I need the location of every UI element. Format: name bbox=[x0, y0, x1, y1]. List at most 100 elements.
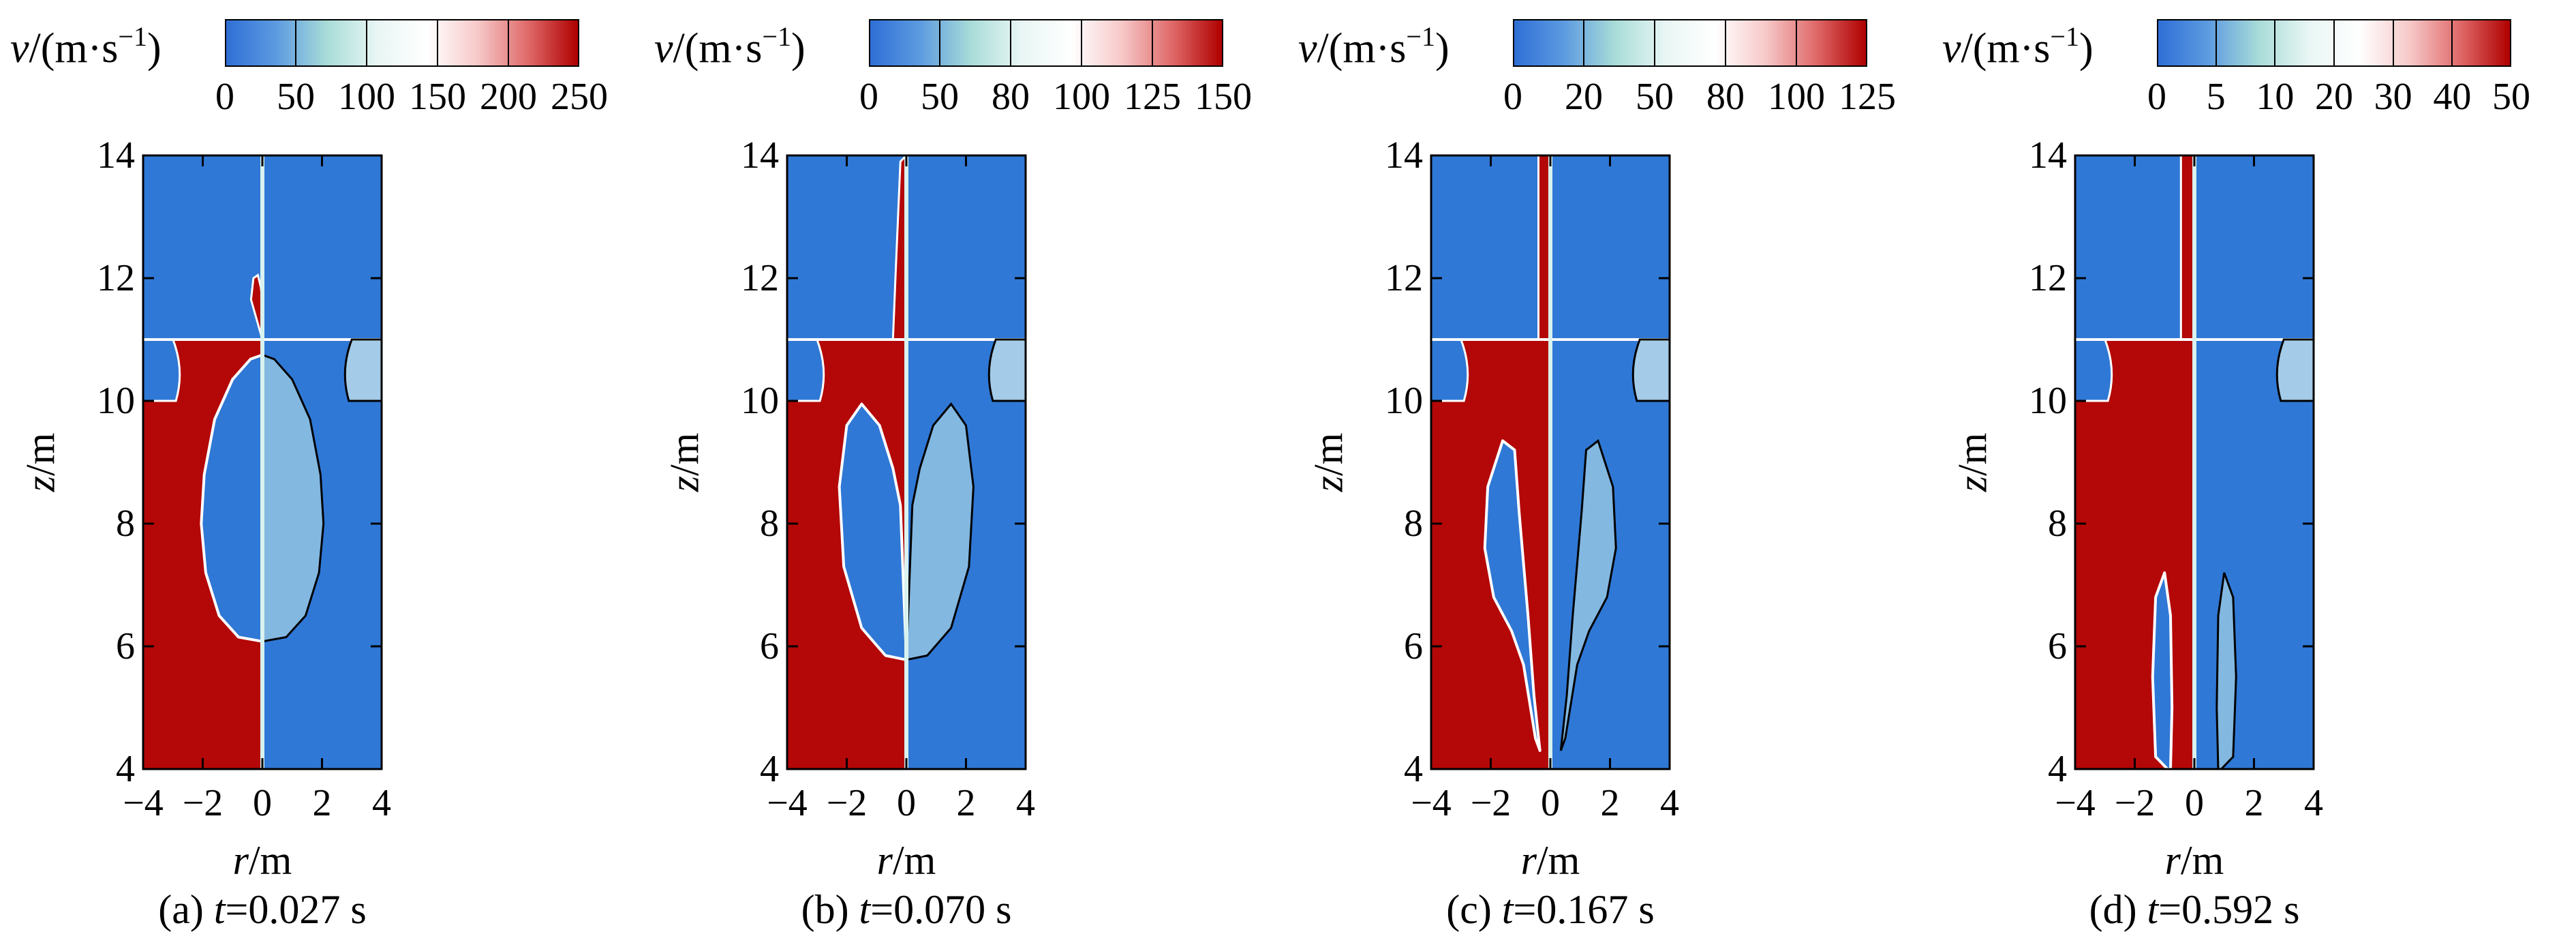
x-axis-var: r bbox=[2164, 838, 2181, 883]
colorbar-tick-label: 80 bbox=[1706, 76, 1745, 118]
caption-prefix: (b) bbox=[801, 887, 859, 932]
x-tick-label: 4 bbox=[1660, 782, 1679, 824]
velocity-field-right bbox=[2194, 155, 2314, 769]
shelf-flow-right bbox=[987, 338, 1026, 402]
x-tick-label: −4 bbox=[767, 782, 808, 824]
y-tick-label: 8 bbox=[116, 502, 135, 545]
y-tick-label: 14 bbox=[1385, 134, 1423, 177]
y-axis-var: z bbox=[662, 475, 707, 492]
x-axis-unit: /m bbox=[249, 838, 292, 883]
y-tick-label: 10 bbox=[1385, 380, 1423, 422]
colorbar-tick-label: 0 bbox=[859, 76, 878, 118]
colorbar-tick-label: 150 bbox=[409, 76, 466, 118]
gas-region-left bbox=[1431, 155, 1550, 340]
y-tick-label: 6 bbox=[760, 625, 779, 667]
x-axis-label: r/m bbox=[2165, 837, 2224, 884]
heatmap-plot bbox=[786, 154, 1027, 770]
gas-pocket-left bbox=[787, 338, 825, 402]
y-tick-label: 8 bbox=[2048, 502, 2067, 545]
x-tick-label: 0 bbox=[2185, 782, 2204, 824]
x-tick-label: −4 bbox=[2055, 782, 2096, 824]
bubble-interface-right bbox=[261, 353, 325, 643]
y-axis-label: z/m bbox=[662, 433, 709, 492]
panel-a: v/(m·s−1) 0 50 100 150 200 250 −4 −2 0 2 4 4 6 8 10 12 14… bbox=[0, 0, 644, 947]
colorbar-tick-line bbox=[2451, 20, 2453, 65]
caption-value: =0.027 s bbox=[225, 887, 367, 932]
x-axis-label: r/m bbox=[877, 837, 936, 884]
x-tick-label: 0 bbox=[253, 782, 272, 824]
y-tick-label: 12 bbox=[97, 257, 135, 299]
colorbar-tick-label: 40 bbox=[2433, 76, 2472, 118]
caption-prefix: (c) bbox=[1446, 887, 1502, 932]
colorbar-label-exp: −1 bbox=[1406, 21, 1435, 52]
colorbar-tick-label: 30 bbox=[2374, 76, 2412, 118]
colorbar-tick-line bbox=[437, 20, 438, 65]
colorbar-tick-label: 100 bbox=[338, 76, 395, 118]
y-axis-label: z/m bbox=[1306, 433, 1353, 492]
heatmap-field bbox=[2075, 155, 2314, 769]
colorbar-tick-label: 250 bbox=[551, 76, 608, 118]
colorbar-label-unit: /(m·s bbox=[673, 25, 763, 72]
colorbar-tick-line bbox=[508, 20, 509, 65]
colorbar-tick-label: 50 bbox=[277, 76, 315, 118]
bubble-interface-right bbox=[1559, 439, 1617, 751]
y-axis-var: z bbox=[1950, 475, 1995, 492]
x-tick-label: 4 bbox=[1016, 782, 1035, 824]
heatmap-plot bbox=[2074, 154, 2315, 770]
colorbar-label-close: ) bbox=[2079, 25, 2094, 72]
bubble-interface-left bbox=[838, 402, 908, 661]
heatmap-field bbox=[787, 155, 1026, 769]
colorbar-tick-line bbox=[1654, 20, 1655, 65]
colorbar bbox=[225, 19, 579, 67]
y-tick-label: 10 bbox=[97, 380, 135, 422]
colorbar-tick-label: 200 bbox=[480, 76, 537, 118]
x-tick-label: 2 bbox=[312, 782, 332, 824]
y-axis-unit: /m bbox=[1306, 432, 1351, 476]
colorbar-tick-label: 5 bbox=[2206, 76, 2226, 118]
x-axis-unit: /m bbox=[1537, 838, 1580, 883]
y-axis-unit: /m bbox=[662, 432, 707, 476]
x-axis-var: r bbox=[1520, 838, 1537, 883]
x-tick-label: 2 bbox=[956, 782, 976, 824]
caption-prefix: (d) bbox=[2089, 887, 2147, 932]
colorbar-tick-line bbox=[295, 20, 296, 65]
colorbar-tick-line bbox=[2215, 20, 2217, 65]
y-axis-unit: /m bbox=[18, 432, 63, 476]
caption-value: =0.592 s bbox=[2158, 887, 2300, 932]
colorbar-tick-line bbox=[1725, 20, 1726, 65]
colorbar-tick-label: 50 bbox=[921, 76, 959, 118]
colorbar-tick-label: 125 bbox=[1124, 76, 1181, 118]
colorbar-tick-label: 100 bbox=[1768, 76, 1825, 118]
colorbar-tick-label: 80 bbox=[992, 76, 1030, 118]
x-tick-label: −2 bbox=[2114, 782, 2156, 824]
colorbar-label-exp: −1 bbox=[118, 21, 147, 52]
heatmap-plot bbox=[142, 154, 383, 770]
y-tick-label: 6 bbox=[116, 625, 135, 667]
gas-region-left bbox=[143, 155, 262, 340]
y-axis-unit: /m bbox=[1950, 432, 1995, 476]
shelf-flow-right bbox=[343, 338, 382, 402]
caption-var: t bbox=[859, 887, 871, 932]
colorbar-label-exp: −1 bbox=[762, 21, 791, 52]
colorbar-label: v/(m·s−1) bbox=[10, 20, 162, 73]
colorbar-label-unit: /(m·s bbox=[1961, 25, 2051, 72]
colorbar-tick-label: 50 bbox=[1636, 76, 1674, 118]
caption-var: t bbox=[1501, 887, 1514, 932]
caption-prefix: (a) bbox=[158, 887, 214, 932]
panel-d: v/(m·s−1) 0 5 10 20 30 40 50 −4 −2 0 2 4 4 6 8 10 12 14 r/m… bbox=[1932, 0, 2576, 947]
colorbar-label-unit: /(m·s bbox=[1317, 25, 1407, 72]
colorbar-label-exp: −1 bbox=[2050, 21, 2079, 52]
y-tick-label: 10 bbox=[741, 380, 779, 422]
y-axis-var: z bbox=[1306, 475, 1351, 492]
x-axis-var: r bbox=[232, 838, 249, 883]
panel-caption: (a) t=0.027 s bbox=[158, 886, 366, 933]
y-axis-label: z/m bbox=[18, 433, 65, 492]
bubble-interface-left bbox=[2151, 571, 2174, 769]
caption-var: t bbox=[213, 887, 226, 932]
panel-caption: (d) t=0.592 s bbox=[2089, 886, 2300, 933]
panel-caption: (b) t=0.070 s bbox=[801, 886, 1012, 933]
y-tick-label: 6 bbox=[1404, 625, 1423, 667]
x-tick-label: 0 bbox=[897, 782, 916, 824]
y-tick-label: 4 bbox=[1404, 748, 1423, 790]
panel-b: v/(m·s−1) 0 50 80 100 125 150 −4 −2 0 2 4 4 6 8 10 12 14 r… bbox=[644, 0, 1288, 947]
